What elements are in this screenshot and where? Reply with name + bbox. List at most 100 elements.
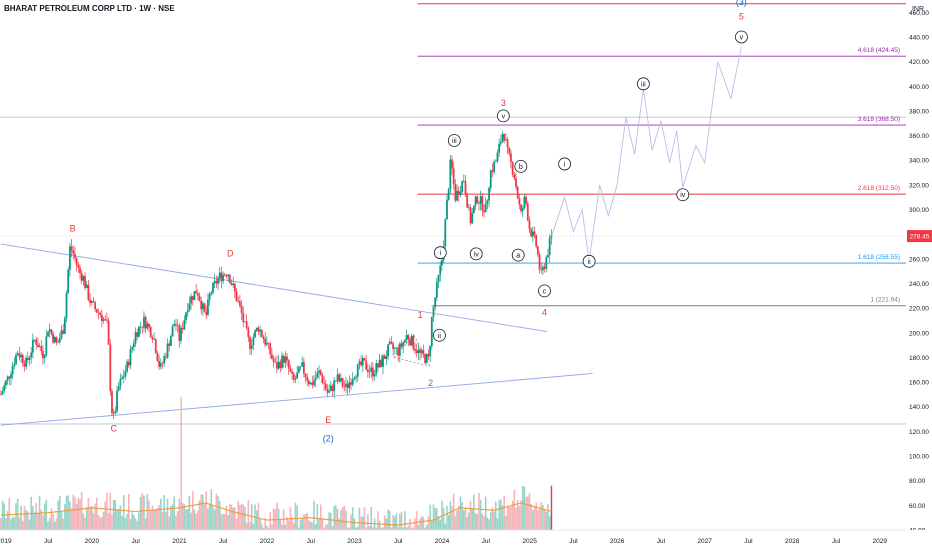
volume-bar [181, 502, 184, 530]
volume-bar [432, 504, 435, 530]
volume-bar [144, 518, 147, 530]
candle-body [74, 253, 76, 258]
candle-body [124, 371, 127, 377]
volume-bar [414, 518, 416, 530]
y-tick-label: 220.00 [909, 306, 929, 313]
circled-wave-label: iii [452, 138, 457, 145]
candle-body [457, 190, 460, 196]
candle-body [452, 168, 455, 185]
candle-body [168, 343, 171, 346]
candle-body [328, 391, 331, 393]
y-axis: 460.00 440.00 420.00 400.00 380.00 360.00 340.… [906, 0, 932, 550]
candle-body [3, 385, 6, 392]
candle-body [198, 295, 201, 301]
candle-body [94, 302, 97, 310]
volume-bar [356, 526, 359, 530]
candle-body [158, 360, 161, 367]
candle-body [271, 354, 273, 359]
volume-bar [459, 496, 462, 530]
candle-body [484, 203, 487, 213]
candle-body [403, 339, 406, 343]
volume-bar [13, 517, 16, 530]
candle-body [121, 377, 123, 379]
volume-bar [106, 492, 108, 530]
candle-body [496, 152, 499, 162]
x-axis: 2019 Jul 2020 Jul 2021 Jul 2022 Jul 2023 Jul 2024 J… [0, 529, 932, 550]
candle-body [324, 383, 327, 390]
volume-bar [393, 516, 396, 530]
candle-body [92, 301, 95, 303]
candle-body [205, 311, 208, 315]
y-tick-label: 400.00 [909, 84, 929, 91]
candle-body [486, 200, 489, 204]
candle-body [5, 380, 7, 386]
y-tick-label: 360.00 [909, 133, 929, 140]
x-tick-label: 2020 [85, 538, 100, 545]
candle-body [355, 376, 357, 378]
volume-bar [183, 504, 186, 530]
candle-body [385, 356, 388, 359]
candle-body [302, 362, 305, 374]
volume-bar [533, 506, 536, 530]
candle-body [306, 377, 309, 381]
x-axis-background [0, 530, 932, 550]
candle-body [518, 198, 521, 205]
volume-bar [468, 512, 470, 530]
volume-bar [286, 517, 288, 530]
candle-body [171, 326, 174, 337]
horizontal-reference-lines [0, 3, 906, 425]
currency-label: INR [911, 6, 924, 13]
candle-body [536, 246, 539, 255]
candle-body [294, 378, 297, 380]
candle-body [18, 353, 21, 358]
volume-bar [358, 507, 361, 530]
volume-bar [42, 515, 44, 530]
volume-bar [220, 514, 223, 530]
volume-bar [427, 516, 430, 530]
candle-body [116, 390, 118, 411]
x-tick-label: 2025 [522, 538, 537, 545]
volume-bar [287, 520, 290, 530]
y-tick-label: 60.00 [909, 503, 926, 510]
circled-wave-label: v [502, 113, 506, 120]
volume-bar [173, 496, 176, 530]
wave-label: C [111, 423, 118, 433]
candle-body [154, 339, 157, 354]
candle-body [87, 284, 90, 300]
volume-bar [230, 504, 233, 530]
volume-bar [452, 493, 455, 530]
volume-bar [101, 517, 103, 530]
volume-bar [336, 508, 339, 530]
volume-bar [488, 519, 490, 530]
volume-bar [530, 503, 532, 530]
volume-bar [496, 518, 499, 530]
candle-body [106, 319, 108, 321]
candle-body [340, 378, 342, 382]
volume-bar [170, 505, 172, 530]
volume-bar [526, 496, 529, 530]
wave-label: 3 [501, 98, 506, 108]
volume-moving-average [0, 502, 552, 526]
volume-bar [431, 519, 433, 530]
volume-bar [94, 503, 96, 530]
candle-body [52, 333, 54, 343]
candle-body [372, 367, 374, 377]
candle-body [304, 373, 307, 378]
candle-body [329, 385, 332, 392]
chart-title: BHARAT PETROLEUM CORP LTD · 1W · NSE [4, 4, 175, 13]
volume-bar [501, 505, 504, 530]
candle-body [212, 282, 214, 293]
candle-body [358, 361, 361, 365]
candle-body [489, 170, 492, 189]
volume-bar [149, 510, 152, 530]
candle-body [516, 186, 519, 199]
candle-body [117, 386, 120, 391]
candle-body [547, 255, 549, 258]
candle-body [138, 326, 140, 337]
volume-bar [74, 496, 76, 530]
x-tick-label: 2029 [873, 538, 888, 545]
volume-bar [190, 512, 192, 530]
circled-wave-label: ii [438, 333, 442, 340]
candle-body [287, 360, 290, 369]
